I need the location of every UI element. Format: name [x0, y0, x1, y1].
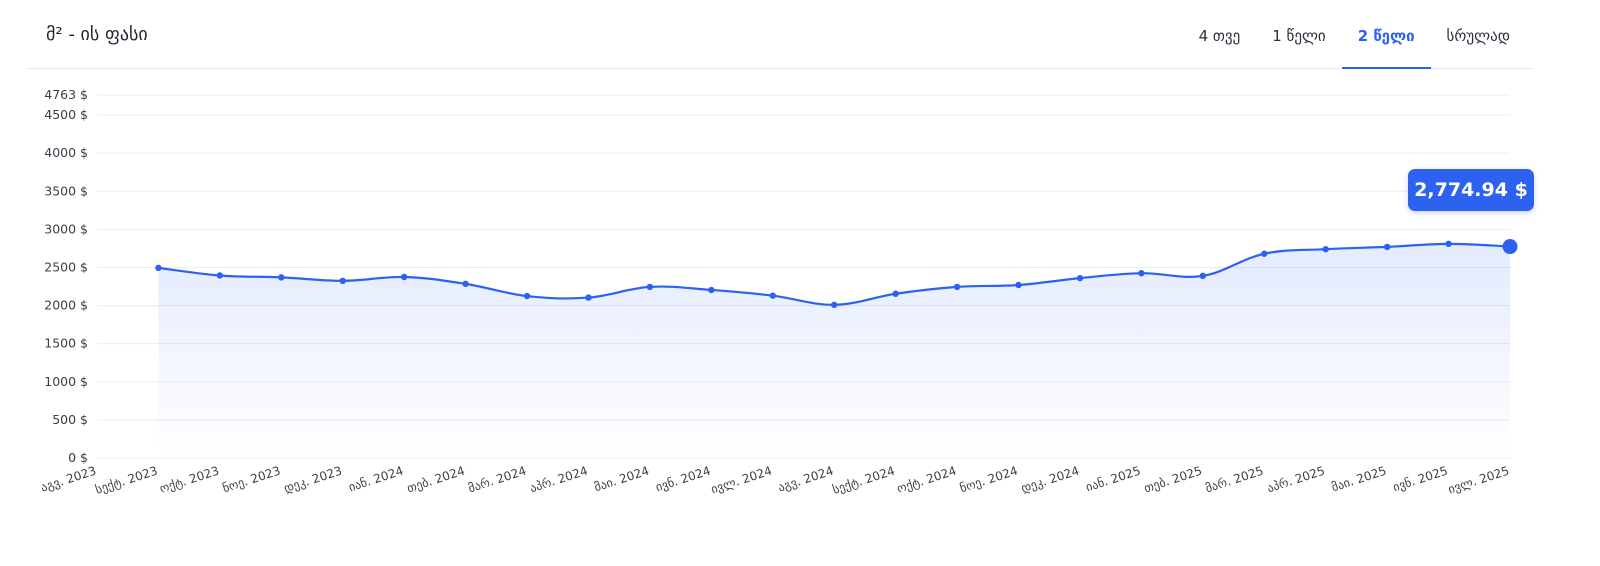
series-area [158, 243, 1510, 458]
price-chart: 0 $ 500 $ 1000 $ 1500 $ 2000 $ 2500 $ 3000 $ 35… [39, 87, 1518, 497]
y-tick-label: 1000 $ [44, 374, 88, 389]
data-point [831, 301, 838, 309]
period-tabs: 4 თვე 1 წელი 2 წელი სრულად [1183, 0, 1526, 69]
data-point [585, 294, 592, 301]
x-tick-label: ნოე. 2024 [958, 464, 1019, 496]
data-point [216, 272, 224, 279]
x-tick-label: ივნ. 2024 [654, 464, 712, 495]
card-header: მ² - ის ფასი 4 თვე 1 წელი 2 წელი სრულად [26, 0, 1534, 69]
data-point [1383, 243, 1391, 251]
x-tick-label: ნოე. 2023 [221, 464, 282, 496]
x-tick-label: მარ. 2024 [466, 464, 527, 496]
data-point [155, 264, 162, 272]
data-point [339, 277, 346, 285]
y-tick-label: 3500 $ [44, 183, 88, 198]
data-point [708, 286, 715, 294]
data-point [646, 283, 654, 291]
data-point [1445, 240, 1452, 248]
x-tick-label: ოქტ. 2024 [895, 464, 958, 496]
data-point [400, 273, 408, 281]
y-tick-label: 500 $ [52, 412, 88, 427]
y-tick-label: 4500 $ [44, 107, 88, 122]
y-tick-label: 2000 $ [44, 298, 88, 313]
x-tick-label: აპრ. 2025 [1265, 464, 1326, 496]
x-tick-label: აგვ. 2023 [39, 464, 98, 495]
tab-2-years[interactable]: 2 წელი [1341, 0, 1431, 69]
x-tick-label: აპრ. 2024 [528, 464, 589, 496]
y-tick-label: 3000 $ [44, 221, 88, 236]
x-tick-label: სექტ. 2024 [831, 464, 897, 497]
x-tick-label: სექტ. 2023 [94, 464, 160, 497]
x-tick-label: მაი. 2025 [1330, 464, 1388, 495]
data-point [1138, 269, 1145, 277]
data-point [953, 283, 961, 291]
data-point [1015, 281, 1022, 289]
x-tick-label: ივლ. 2024 [709, 464, 774, 497]
data-point [462, 280, 469, 288]
data-point [523, 292, 531, 300]
data-point [892, 290, 899, 297]
y-tick-label: 1500 $ [44, 336, 88, 351]
y-tick-label: 4000 $ [44, 145, 88, 160]
value-tooltip: 2,774.94 $ [1408, 169, 1534, 211]
y-tick-label: 2500 $ [44, 259, 88, 274]
y-tick-label: 0 $ [68, 450, 88, 465]
x-tick-label: იან. 2025 [1084, 464, 1142, 495]
x-tick-label: აგვ. 2024 [776, 464, 835, 495]
data-point [1076, 274, 1084, 282]
x-tick-label: თებ. 2024 [405, 464, 466, 496]
x-tick-label: იან. 2024 [347, 464, 405, 495]
x-tick-label: ოქტ. 2023 [158, 464, 221, 496]
tab-4-months[interactable]: 4 თვე [1198, 27, 1241, 45]
x-tick-label: დეკ. 2024 [1019, 464, 1081, 496]
data-point [1261, 250, 1268, 257]
x-tick-label: მაი. 2024 [593, 464, 651, 495]
data-point [1199, 272, 1207, 280]
tab-all[interactable]: სრულად [1446, 27, 1510, 45]
x-tick-label: მარ. 2025 [1204, 464, 1265, 496]
x-tick-label: ივნ. 2025 [1391, 464, 1449, 495]
x-tick-label: დეკ. 2023 [282, 464, 344, 496]
x-tick-label: ივლ. 2025 [1446, 464, 1511, 497]
chart-title: მ² - ის ფასი [46, 24, 148, 45]
tab-1-year[interactable]: 1 წელი [1272, 27, 1326, 45]
y-tick-label: 4763 $ [44, 87, 88, 102]
x-tick-label: თებ. 2025 [1142, 464, 1203, 496]
data-point [769, 292, 776, 299]
data-point [278, 274, 285, 281]
data-point-highlighted [1502, 239, 1518, 255]
data-point [1322, 245, 1329, 253]
